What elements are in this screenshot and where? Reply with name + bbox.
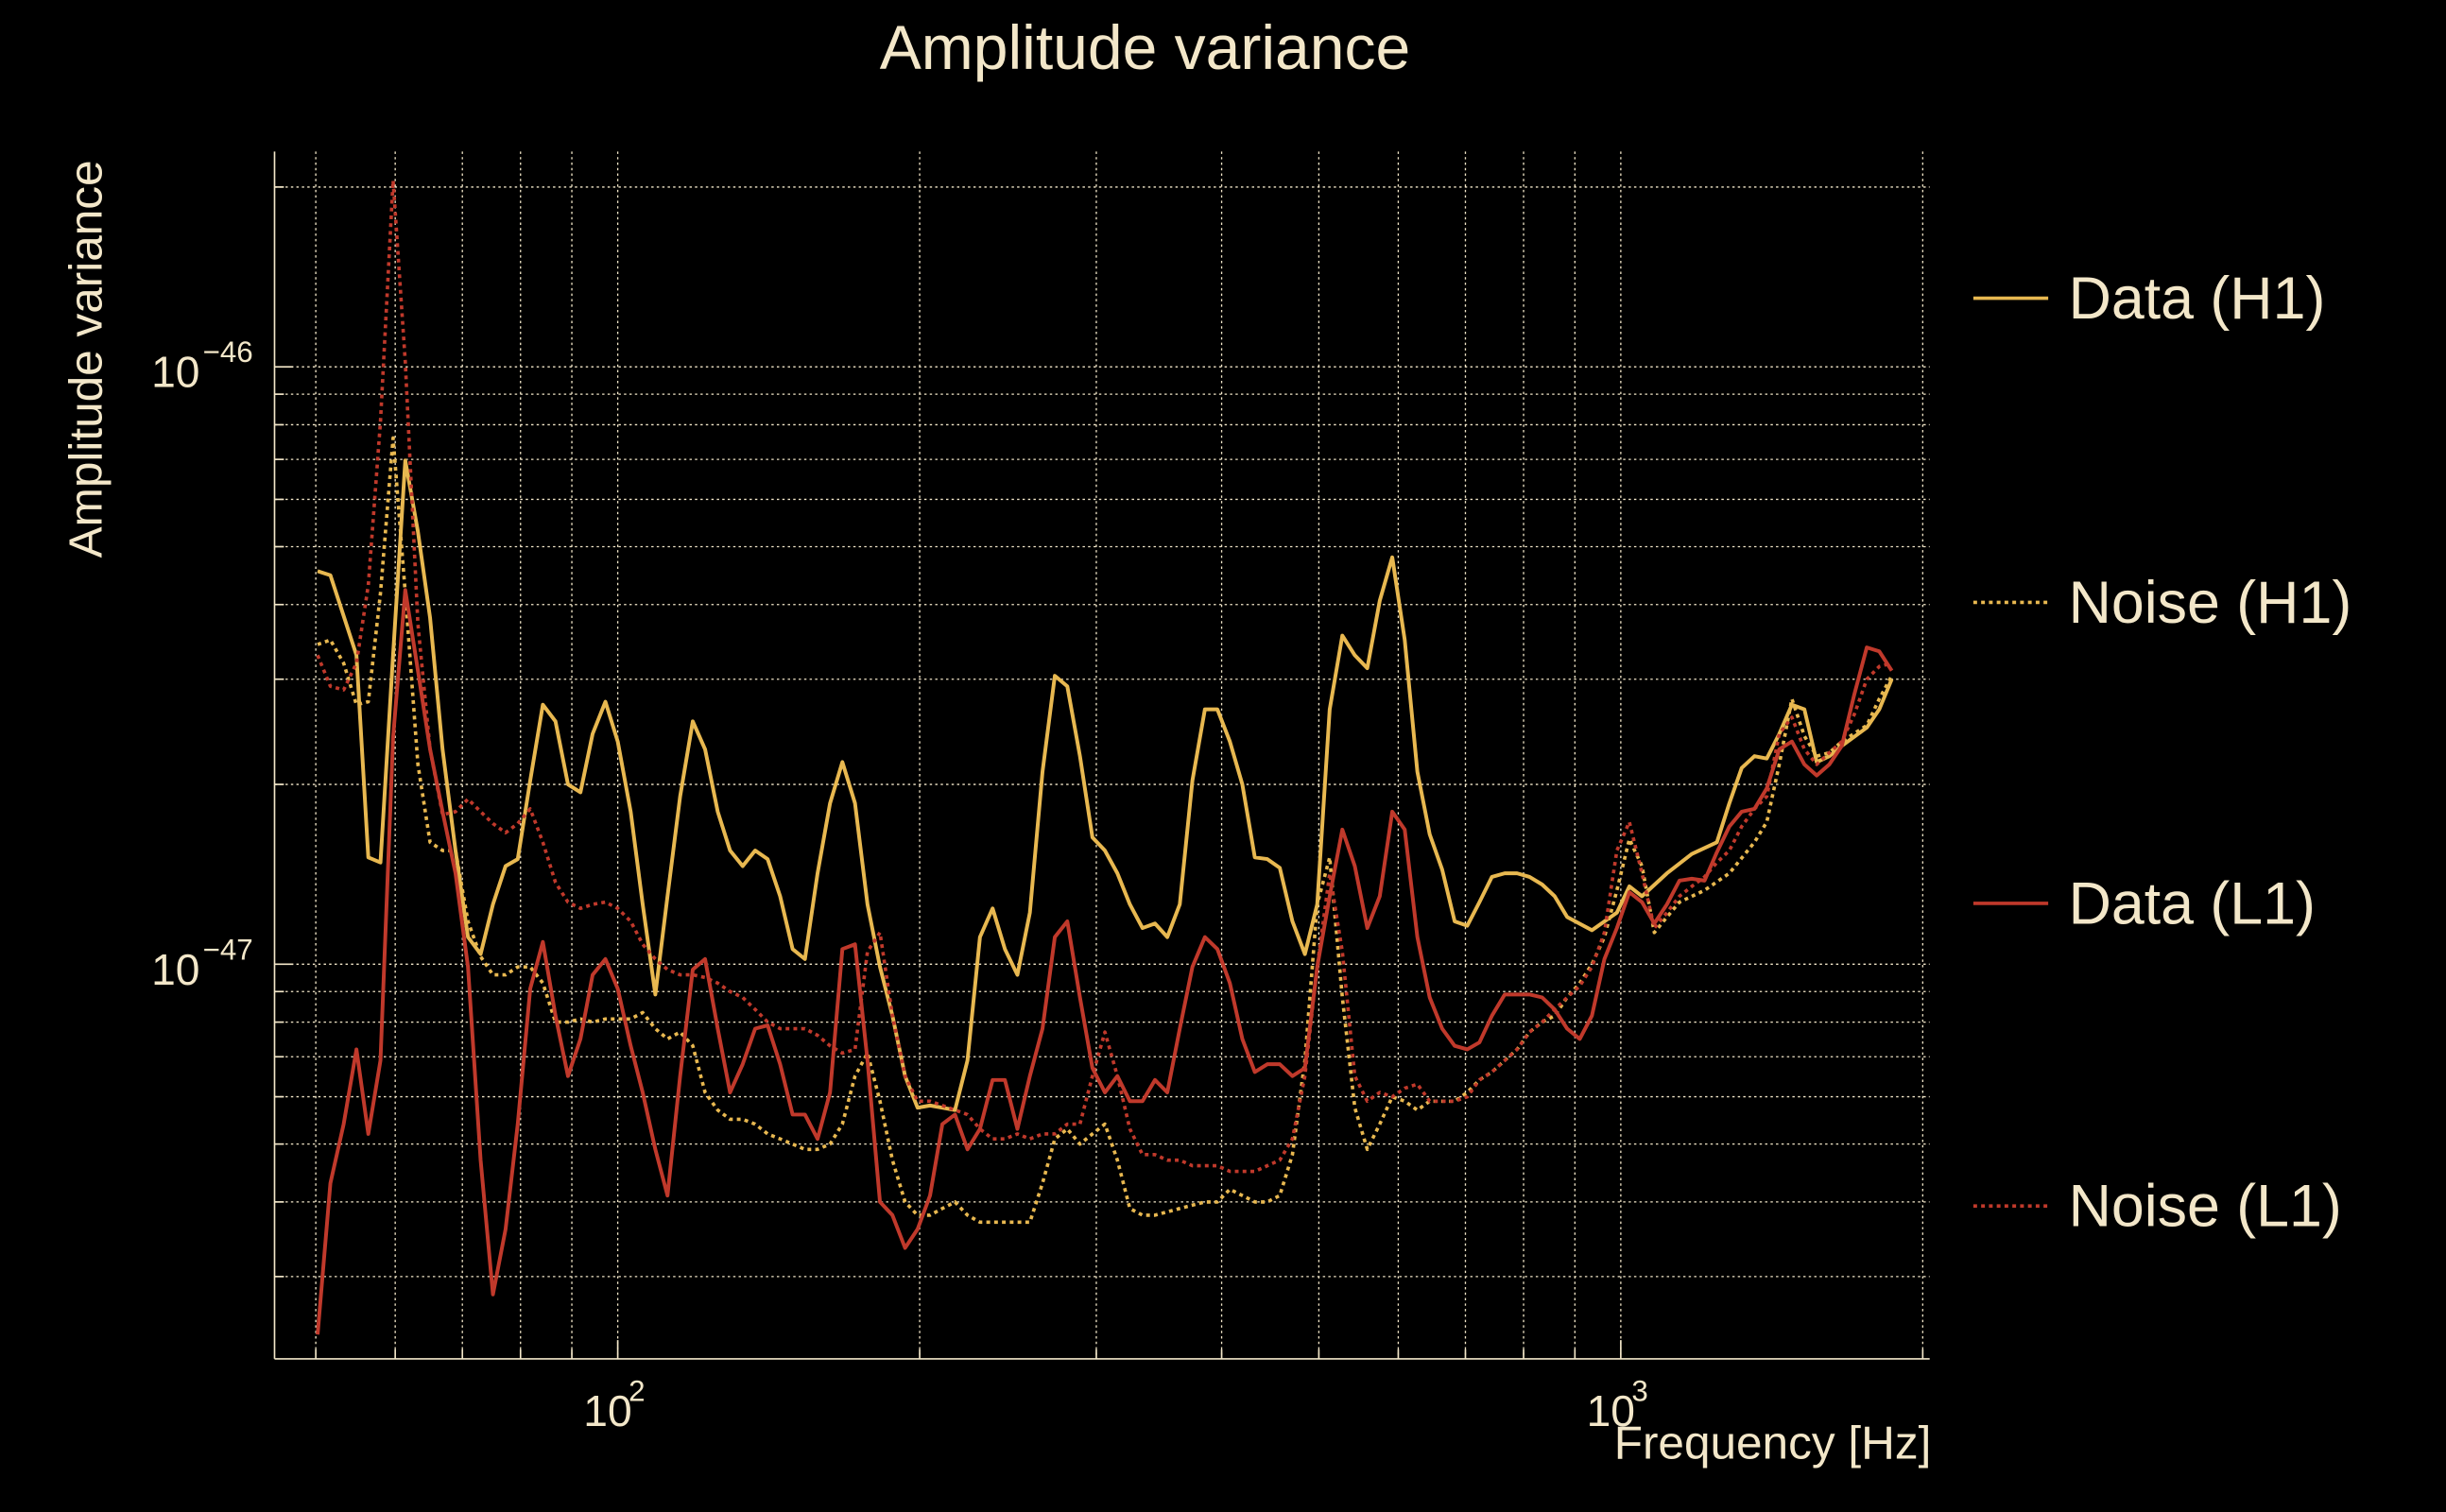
y-tick-base: 10 xyxy=(151,945,199,994)
axes xyxy=(273,151,1930,1360)
legend-item-data-l1: Data (L1) xyxy=(1972,870,2316,936)
legend: Data (H1) Noise (H1) Data (L1) Noise (L1) xyxy=(1972,266,2352,1240)
legend-label: Data (H1) xyxy=(2069,266,2326,332)
y-tick-exponent: −47 xyxy=(203,933,253,966)
series-line-noise-h1 xyxy=(317,436,1894,1225)
x-axis-label: Frequency [Hz] xyxy=(1614,1418,1932,1469)
x-tick-label: 102 xyxy=(583,1374,645,1435)
grid xyxy=(274,151,1930,1359)
series-line-noise-l1 xyxy=(316,179,1893,1174)
series-lines xyxy=(316,179,1894,1335)
x-tick-exponent: 3 xyxy=(1631,1374,1647,1407)
legend-item-noise-l1: Noise (L1) xyxy=(1972,1174,2342,1240)
series-line-data-h1 xyxy=(317,458,1894,1112)
legend-label: Noise (L1) xyxy=(2069,1174,2342,1240)
chart-title: Amplitude variance xyxy=(880,12,1410,82)
y-tick-exponent: −46 xyxy=(203,335,253,369)
y-tick-label: 10 −46 xyxy=(151,335,253,396)
legend-item-noise-h1: Noise (H1) xyxy=(1972,570,2352,636)
legend-item-data-h1: Data (H1) xyxy=(1972,266,2326,332)
x-tick-base: 10 xyxy=(583,1386,631,1435)
y-axis-label: Amplitude variance xyxy=(60,160,112,558)
x-tick-exponent: 2 xyxy=(629,1374,645,1407)
y-tick-base: 10 xyxy=(151,348,199,397)
legend-label: Data (L1) xyxy=(2069,870,2316,936)
x-tick-label: 103 xyxy=(1587,1374,1648,1435)
x-tick-base: 10 xyxy=(1587,1386,1635,1435)
legend-label: Noise (H1) xyxy=(2069,570,2352,636)
series-line-data-l1 xyxy=(316,588,1894,1335)
y-tick-label: 10 −47 xyxy=(151,933,253,993)
